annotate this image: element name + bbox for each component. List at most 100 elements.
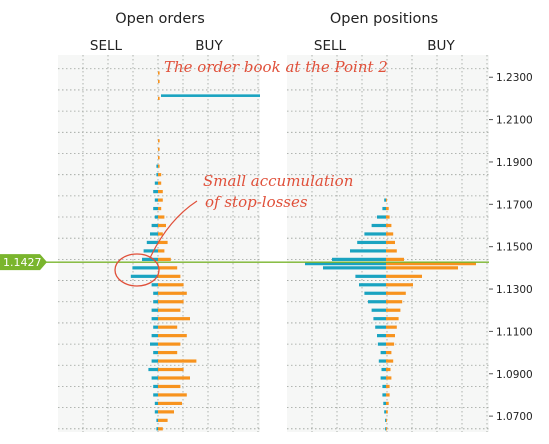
order-sell-bar bbox=[154, 181, 158, 185]
position-sell-bar bbox=[380, 376, 386, 380]
order-buy-bar bbox=[158, 291, 187, 295]
order-buy-bar bbox=[158, 376, 190, 380]
position-sell-bar bbox=[377, 342, 386, 346]
y-tick-label: 1.1900 bbox=[496, 157, 533, 169]
position-buy-bar bbox=[386, 376, 392, 380]
order-sell-bar bbox=[148, 367, 158, 372]
position-sell-bar bbox=[380, 350, 386, 355]
position-buy-bar bbox=[386, 401, 389, 406]
position-sell-bar bbox=[371, 308, 386, 312]
order-buy-bar bbox=[158, 190, 163, 194]
order-sell-bar bbox=[156, 173, 158, 177]
position-buy-bar bbox=[386, 206, 389, 211]
position-buy-bar bbox=[386, 334, 395, 338]
position-buy-bar bbox=[386, 257, 404, 261]
order-buy-bar bbox=[158, 393, 187, 397]
order-sell-bar bbox=[153, 384, 158, 389]
order-buy-bar bbox=[158, 257, 171, 261]
position-buy-bar bbox=[386, 393, 390, 397]
order-buy-bar bbox=[158, 359, 197, 363]
order-buy-bar bbox=[158, 240, 168, 245]
position-buy-bar bbox=[386, 367, 391, 372]
y-tick-label: 1.2100 bbox=[496, 115, 533, 127]
position-sell-bar bbox=[385, 418, 386, 422]
order-buy-bar bbox=[158, 308, 181, 312]
position-sell-bar bbox=[355, 274, 386, 278]
order-sell-bar bbox=[151, 223, 158, 228]
position-sell-bar bbox=[381, 367, 386, 372]
position-sell-bar bbox=[383, 401, 386, 406]
order-sell-bar bbox=[151, 359, 158, 363]
position-sell-bar bbox=[382, 206, 386, 211]
annotation-arrow bbox=[149, 200, 198, 259]
position-buy-bar bbox=[386, 342, 395, 346]
position-buy-bar bbox=[386, 427, 387, 431]
current-price-badge: 1.1427 bbox=[0, 254, 47, 271]
order-sell-bar bbox=[130, 274, 158, 278]
position-buy-bar bbox=[386, 359, 394, 363]
position-buy-bar bbox=[386, 384, 390, 389]
position-buy-bar bbox=[386, 300, 403, 304]
order-sell-bar bbox=[146, 240, 158, 245]
position-buy-bar bbox=[386, 350, 392, 355]
position-sell-bar bbox=[377, 215, 386, 219]
order-sell-bar bbox=[156, 418, 158, 422]
order-buy-bar bbox=[158, 325, 178, 329]
order-buy-bar bbox=[158, 274, 181, 278]
position-buy-bar bbox=[386, 223, 392, 228]
order-buy-bar bbox=[158, 350, 178, 355]
current-price-badge-shape bbox=[0, 254, 47, 271]
order-sell-bar bbox=[153, 325, 158, 329]
position-buy-bar bbox=[386, 317, 399, 321]
position-buy-bar bbox=[386, 215, 390, 219]
position-sell-bar bbox=[384, 410, 386, 414]
order-sell-bar bbox=[153, 350, 158, 355]
orders-sell-label: SELL bbox=[90, 38, 123, 54]
order-buy-bar bbox=[158, 206, 162, 211]
order-buy-bar bbox=[158, 249, 165, 253]
orders-buy-label: BUY bbox=[195, 38, 223, 54]
order-buy-bar bbox=[158, 334, 187, 338]
order-sell-bar bbox=[153, 291, 158, 295]
position-sell-bar bbox=[323, 266, 386, 270]
position-buy-bar bbox=[386, 308, 401, 312]
open-positions-title: Open positions bbox=[330, 11, 438, 27]
stop-loss-highlight-circle bbox=[114, 253, 160, 287]
stop-loss-annotation-line1: Small accumulation bbox=[203, 172, 353, 190]
y-tick-label: 1.1700 bbox=[496, 199, 533, 211]
position-buy-bar bbox=[386, 283, 413, 287]
order-buy-bar bbox=[158, 266, 178, 270]
order-sell-bar bbox=[153, 393, 158, 397]
order-sell-bar bbox=[151, 334, 158, 338]
order-buy-bar bbox=[158, 139, 160, 143]
position-buy-bar bbox=[386, 240, 395, 245]
open-orders-bars bbox=[130, 71, 260, 431]
position-sell-bar bbox=[371, 223, 386, 228]
current-price-label: 1.1427 bbox=[3, 256, 42, 269]
position-buy-bar bbox=[386, 266, 458, 270]
order-buy-bar bbox=[158, 181, 162, 185]
order-sell-bar bbox=[154, 198, 158, 202]
y-tick-label: 1.1100 bbox=[496, 326, 533, 338]
position-buy-bar bbox=[386, 325, 397, 329]
position-sell-bar bbox=[357, 240, 386, 245]
position-buy-bar bbox=[386, 418, 387, 422]
order-sell-bar bbox=[153, 206, 158, 211]
order-buy-bar bbox=[158, 164, 160, 168]
order-sell-bar bbox=[143, 249, 158, 253]
position-sell-bar bbox=[305, 262, 386, 266]
order-buy-bar bbox=[158, 79, 160, 84]
order-sell-bar bbox=[153, 190, 158, 194]
order-buy-bar bbox=[158, 156, 160, 160]
order-sell-bar bbox=[154, 401, 158, 406]
y-tick-label: 1.1300 bbox=[496, 284, 533, 296]
order-sell-bar bbox=[153, 300, 158, 304]
position-buy-bar bbox=[386, 198, 387, 202]
order-sell-bar bbox=[150, 232, 158, 236]
order-buy-bar bbox=[158, 317, 190, 321]
order-sell-bar bbox=[151, 317, 158, 321]
y-tick-label: 1.0900 bbox=[496, 369, 533, 381]
order-sell-bar bbox=[154, 410, 158, 414]
stop-loss-annotation-line2: of stop-losses bbox=[205, 193, 308, 211]
order-sell-bar bbox=[151, 308, 158, 312]
